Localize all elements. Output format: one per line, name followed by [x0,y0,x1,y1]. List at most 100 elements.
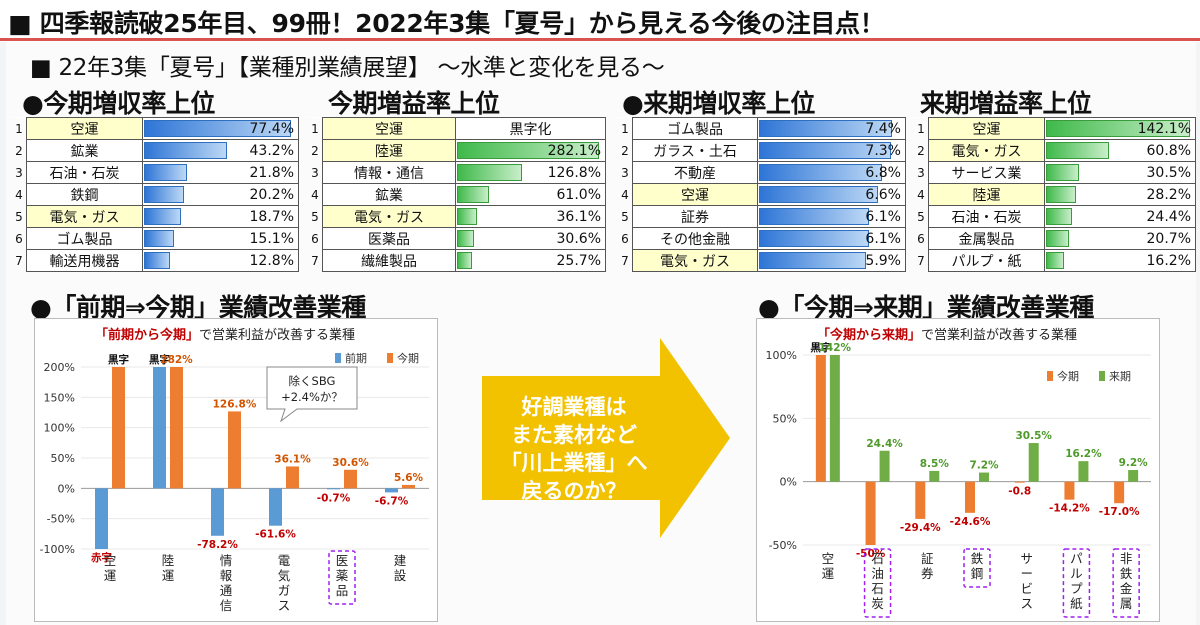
category-label-char: 通 [220,583,233,598]
bar-今期 [965,481,975,513]
value-label: 36.1% [556,208,601,225]
industry-name: パルプ・紙 [928,249,1045,272]
bar-今期 [344,469,357,489]
value-bar [1046,208,1072,225]
rank-number: 5 [308,205,323,228]
ranking-row: 7 輸送用機器 12.8% [12,249,299,272]
bar-前期 [95,488,108,549]
data-label: -14.2% [1049,503,1090,515]
category-label-char: 金 [1120,581,1133,596]
chart-title-highlight: 「今期から来期」 [817,327,921,343]
data-label: 9.2% [1119,457,1149,469]
bar-今期 [1014,481,1025,483]
value-bar [457,186,489,203]
chart-title: 「前期から今期」で営業利益が改善する業種 [95,327,355,343]
rank-number: 3 [308,161,323,184]
value-bar [457,230,474,247]
ranking-row: 6 その他金融 6.1% [618,227,906,250]
industry-name: 空運 [26,117,143,140]
title-underline [0,38,1200,41]
category-label-char: 運 [104,568,117,583]
section-left-heading: ●「前期⇒今期」業績改善業種 [30,293,366,322]
industry-name: ゴム製品 [26,227,143,250]
data-label: -0.7% [317,492,351,504]
industry-name: 証券 [632,205,758,228]
industry-name: 電気・ガス [322,205,456,228]
value-bar [759,120,892,137]
rank-number: 7 [308,249,323,272]
data-label: 126.8% [213,398,257,410]
category-label-char: 鉄 [1120,566,1133,581]
bar-来期 [879,450,890,482]
value-bar [144,252,170,269]
legend-label: 来期 [1109,370,1131,383]
ranking-row: 1 空運 77.4% [12,117,299,140]
bar-今期 [1064,481,1075,500]
value-label: 61.0% [556,186,601,203]
rank-number: 1 [12,117,27,140]
rank-number: 6 [12,227,27,250]
value-bar [144,230,174,247]
industry-name: 不動産 [632,161,758,184]
bar-今期 [112,367,125,489]
value-bar [759,252,866,269]
category-label-char: 陸 [162,553,175,568]
data-label: 黒字 [149,353,170,366]
value-bar [1046,120,1190,137]
value-cell: 16.2% [1044,249,1196,272]
arrow-text-line-1: 好調業種は [521,395,627,419]
value-cell: 28.2% [1044,183,1196,206]
bar-来期 [829,355,840,482]
value-label: 12.8% [249,252,294,269]
value-label: 6.8% [865,164,901,181]
rank-number: 6 [308,227,323,250]
category-label-char: 炭 [871,596,884,611]
value-bar [457,208,477,225]
ranking-row: 1 空運 黒字化 [308,117,606,140]
value-label: 16.2% [1146,252,1191,269]
category-label-char: 設 [394,568,407,583]
ranking-table-3: 1 空運 142.1% 2 電気・ガス 60.8% 3 サービス業 30.5% 4 陸運 28.2% 5… [914,117,1196,272]
category-highlight-box [1112,548,1140,618]
category-label-char: 電 [278,553,291,568]
bar-前期 [327,488,340,490]
value-label: 黒字化 [509,121,552,138]
value-cell: 6.6% [757,183,906,206]
bar-来期 [979,472,989,482]
bar-来期 [1128,470,1139,482]
data-label: -0.8 [1008,486,1031,498]
category-label-char: 薬 [336,568,349,583]
rank-number: 4 [308,183,323,206]
value-label: 20.7% [1146,230,1191,247]
rank-number: 1 [914,117,929,140]
rank-number: 3 [914,161,929,184]
rank-number: 1 [618,117,633,140]
bar-今期 [170,367,183,489]
category-label-char: 品 [336,583,349,598]
section-right-heading: ●「今期⇒来期」業績改善業種 [758,293,1094,322]
category-label-char: 運 [822,566,835,581]
value-label: 28.2% [1146,186,1191,203]
industry-name: 繊維製品 [322,249,456,272]
value-cell: 24.4% [1044,205,1196,228]
value-label: 7.3% [865,142,901,159]
callout-box [266,366,358,423]
rank-number: 4 [618,183,633,206]
industry-name: サービス業 [928,161,1045,184]
legend-label: 前期 [345,351,367,365]
ranking-row: 2 陸運 282.1% [308,139,606,162]
industry-name: 電気・ガス [928,139,1045,162]
value-label: 6.1% [865,230,901,247]
data-label: 黒字 [810,341,831,354]
ranking-row: 4 陸運 28.2% [914,183,1196,206]
callout-line-1: 除くSBG [289,374,336,388]
data-label: 36.1% [274,453,311,465]
ranking-row: 5 電気・ガス 36.1% [308,205,606,228]
ranking-row: 7 繊維製品 25.7% [308,249,606,272]
rank-number: 7 [12,249,27,272]
industry-name: 情報・通信 [322,161,456,184]
y-tick-label: 0% [58,482,75,495]
ranking-row: 6 医薬品 30.6% [308,227,606,250]
arrow-text-line-2: また素材など [511,423,637,447]
rank-number: 6 [618,227,633,250]
